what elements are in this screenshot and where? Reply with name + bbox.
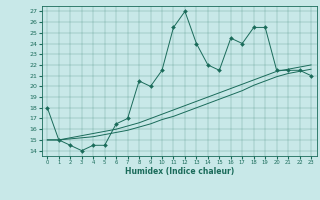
X-axis label: Humidex (Indice chaleur): Humidex (Indice chaleur) (124, 167, 234, 176)
